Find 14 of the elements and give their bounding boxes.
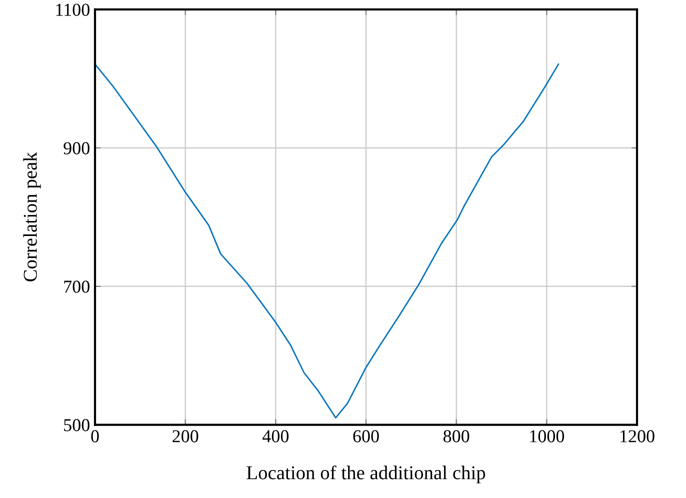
x-tick-label: 600 (353, 430, 379, 442)
x-tick-label: 800 (443, 430, 470, 442)
line-series (95, 63, 560, 419)
x-tick-label: 200 (172, 430, 198, 442)
x-tick-label: 0 (91, 430, 99, 442)
x-axis-title: Location of the additional chip (246, 465, 486, 484)
x-tick-label: 1000 (530, 430, 564, 442)
y-tick-label: 700 (64, 280, 90, 293)
y-tick-label: 900 (64, 142, 90, 154)
y-tick-label: 500 (64, 419, 90, 432)
x-tick-label: 400 (262, 430, 289, 442)
x-tick-label: 1200 (620, 430, 654, 442)
y-tick-label: 1100 (56, 4, 90, 16)
y-axis-title: Correlation peak (23, 152, 41, 282)
